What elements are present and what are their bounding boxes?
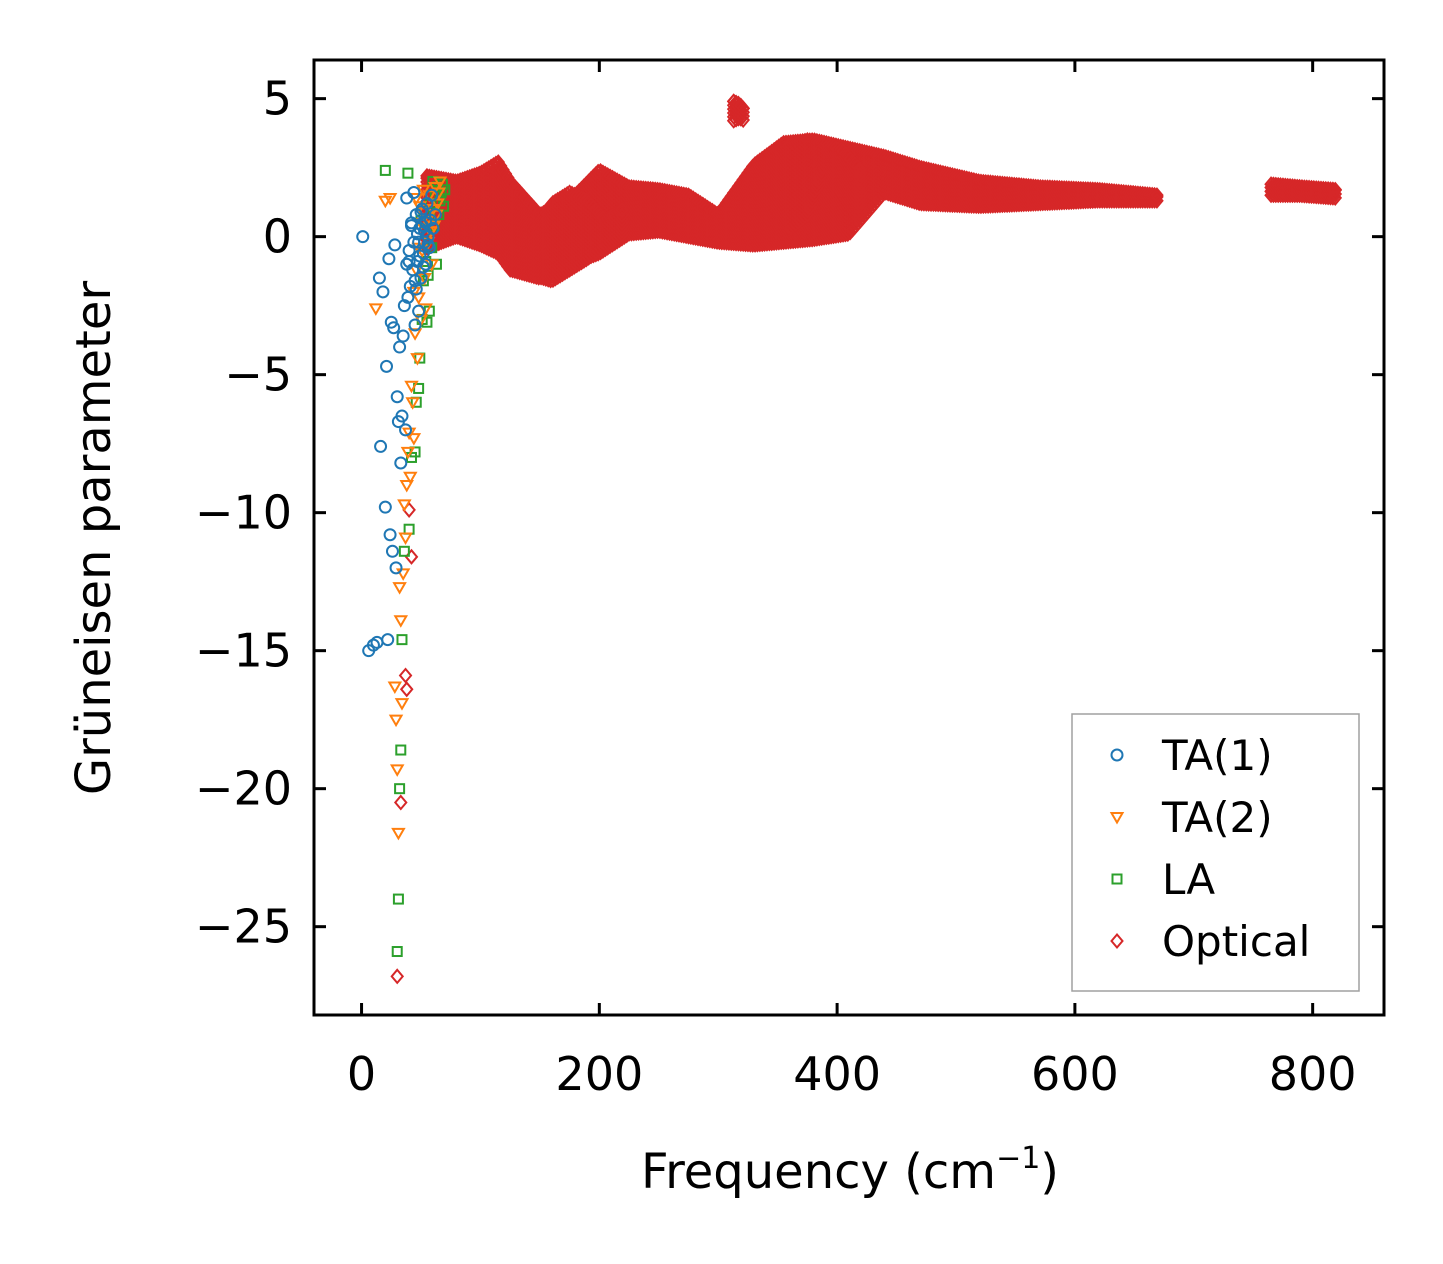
optical-point [1150, 188, 1164, 205]
optical-point [1150, 187, 1164, 204]
data-marks [356, 93, 1343, 985]
